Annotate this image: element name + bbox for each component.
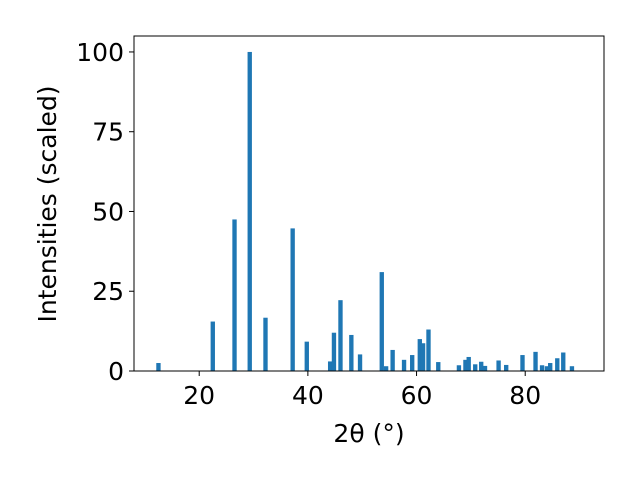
y-tick-label: 25 [92, 277, 124, 306]
x-tick-label: 60 [401, 381, 433, 410]
bar [436, 362, 441, 371]
bar [548, 363, 553, 371]
x-axis-ticks: 20 40 60 80 [183, 371, 541, 410]
bar [473, 364, 478, 371]
bar [561, 352, 566, 371]
y-tick-label: 50 [92, 197, 124, 226]
bar [496, 360, 501, 371]
y-axis-label: Intensities (scaled) [33, 85, 62, 322]
x-tick-label: 40 [292, 381, 324, 410]
y-tick-label: 0 [108, 357, 124, 386]
bar [327, 361, 333, 371]
bar [401, 359, 407, 371]
bar [555, 358, 560, 371]
y-axis-ticks: 0 25 50 75 100 [76, 38, 134, 386]
bar [539, 365, 545, 371]
bar [533, 351, 538, 371]
bar [426, 329, 431, 371]
bar [420, 343, 426, 371]
bar [482, 365, 488, 371]
bar [349, 334, 354, 371]
bar [357, 354, 363, 371]
bar [247, 51, 252, 371]
bar [569, 366, 575, 371]
bar [232, 219, 237, 371]
bar [338, 300, 343, 371]
x-tick-label: 80 [509, 381, 541, 410]
bar [304, 341, 309, 371]
bar [504, 364, 509, 371]
bar [390, 349, 395, 371]
bar [417, 339, 422, 371]
bar [210, 321, 215, 371]
x-tick-label: 20 [183, 381, 215, 410]
bar [463, 359, 468, 371]
bar [263, 317, 268, 371]
bar [383, 366, 389, 371]
bar [331, 332, 337, 371]
x-axis-label: 2θ (°) [333, 419, 404, 448]
bar [544, 366, 550, 371]
plot-frame [133, 35, 605, 372]
y-tick-label: 75 [92, 118, 124, 147]
bar [466, 356, 471, 371]
y-tick-label: 100 [76, 38, 124, 67]
bar [410, 355, 415, 371]
bar [379, 272, 384, 371]
bar [520, 355, 525, 371]
bar [156, 363, 161, 371]
bars-group [156, 51, 575, 371]
bar [456, 365, 462, 371]
bar [290, 228, 295, 371]
bar [479, 361, 484, 371]
